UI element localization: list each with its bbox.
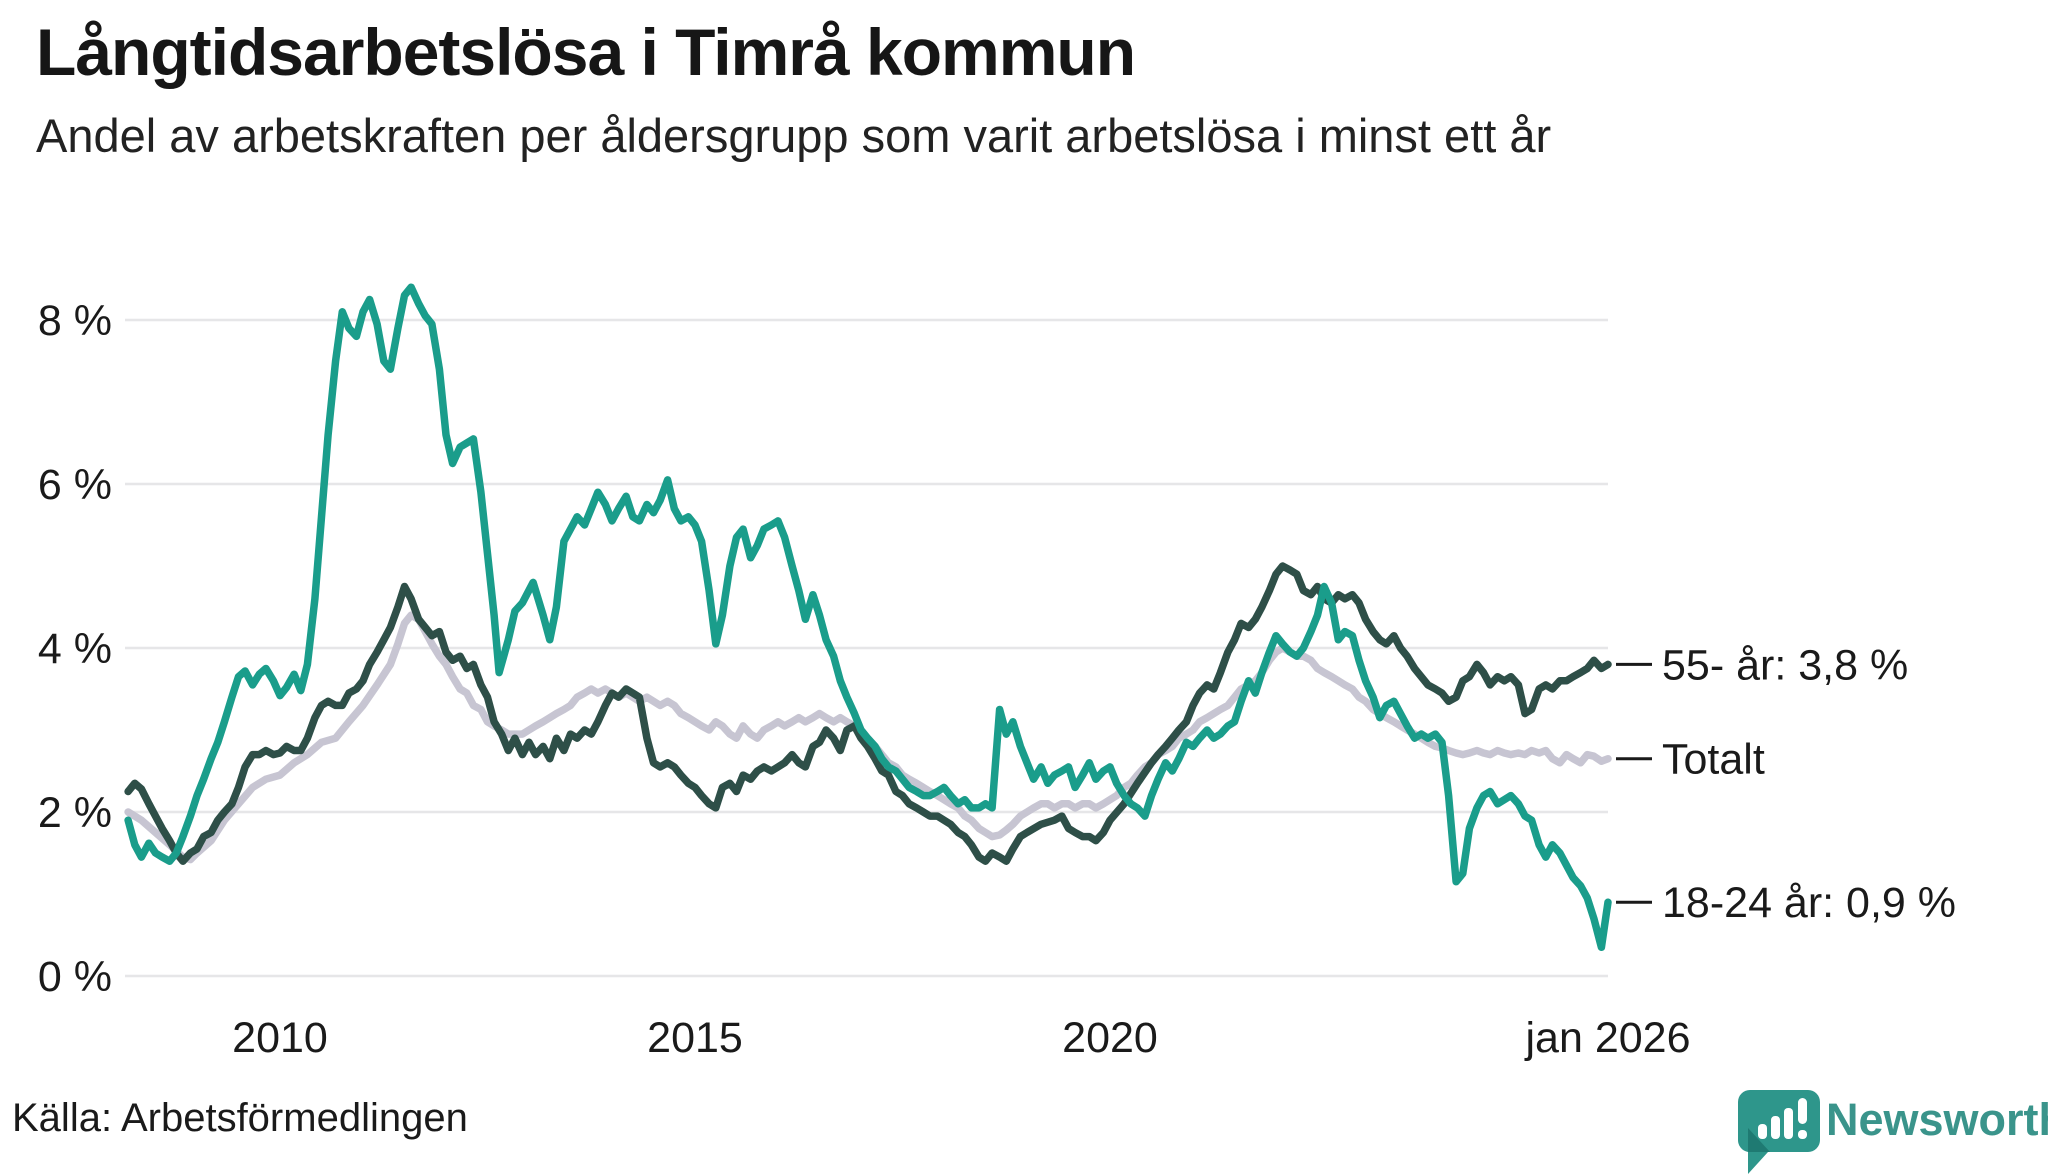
page-title: Långtidsarbetslösa i Timrå kommun (36, 15, 1136, 89)
series-line-55-r (124, 562, 1612, 865)
y-tick-label: 0 % (38, 953, 112, 1001)
brand-name: Newsworthy (1826, 1094, 2048, 1145)
grid-layer (125, 318, 1608, 978)
series-end-label: 18-24 år: 0,9 % (1662, 879, 1956, 927)
series-line-18-24-r (124, 283, 1612, 952)
x-tick-label: 2010 (232, 1014, 328, 1062)
series-layer (124, 283, 1612, 952)
series-end-labels: Totalt 55- år: 3,8 % 18-24 år: 0,9 % (1616, 641, 1956, 927)
y-tick-label: 6 % (38, 461, 112, 509)
x-tick-label: 2020 (1062, 1014, 1158, 1062)
axis-layer: 8 % 6 % 4 % 2 % 0 % 2010 2015 2020 jan 2026 (38, 297, 1691, 1062)
line-chart: 8 % 6 % 4 % 2 % 0 % 2010 2015 2020 jan 2026 Tota… (38, 283, 1956, 1062)
series-end-label: 55- år: 3,8 % (1662, 641, 1908, 689)
series-end-label: Totalt (1662, 736, 1765, 784)
y-tick-label: 4 % (38, 625, 112, 673)
x-tick-label: jan 2026 (1524, 1014, 1691, 1062)
x-tick-label: 2015 (647, 1014, 743, 1062)
page-subtitle: Andel av arbetskraften per åldersgrupp s… (36, 109, 1552, 162)
speech-bubble-bar-chart-icon (1738, 1090, 1820, 1174)
y-tick-label: 2 % (38, 789, 112, 837)
y-tick-label: 8 % (38, 297, 112, 345)
newsworthy-logo (1736, 1086, 1826, 1176)
source-note: Källa: Arbetsförmedlingen (12, 1096, 468, 1140)
